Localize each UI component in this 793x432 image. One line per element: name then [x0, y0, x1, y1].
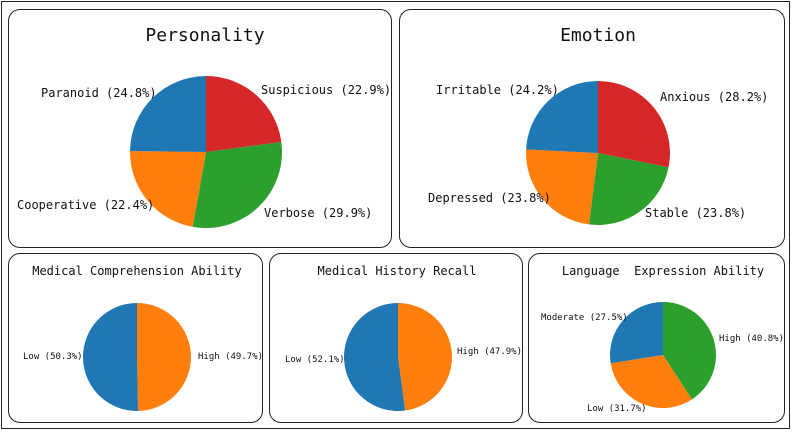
comprehension-slice-label-1: Low (50.3%)	[23, 352, 83, 362]
personality-slice-suspicious	[206, 76, 282, 152]
comprehension-slice-high	[137, 303, 191, 411]
personality-labels: Suspicious (22.9%) Verbose (29.9%) Coope…	[17, 83, 391, 220]
emotion-slice-irritable	[526, 81, 598, 153]
personality-pie-chart: Personality Suspicious (22.9%) Verbose (…	[17, 25, 391, 229]
personality-slice-cooperative	[130, 151, 206, 227]
emotion-pie-chart: Emotion Anxious (28.2%) Stable (23.8%) D…	[428, 25, 768, 225]
language-slice-high	[663, 302, 717, 400]
history-recall-slice-label-0: High (47.9%)	[457, 347, 522, 357]
language-slice-label-0: High (40.8%)	[719, 334, 784, 344]
emotion-slice-anxious	[598, 81, 671, 168]
language-pie-chart: Language Expression Ability High (40.8%)…	[541, 264, 784, 414]
comprehension-slices	[82, 303, 191, 411]
emotion-labels: Anxious (28.2%) Stable (23.8%) Depressed…	[428, 83, 768, 220]
language-panel: Language Expression Ability High (40.8%)…	[528, 253, 785, 423]
emotion-slice-depressed	[525, 149, 598, 225]
history-recall-slice-low	[343, 303, 406, 411]
comprehension-pie-chart: Medical Comprehension Ability High (49.7…	[23, 264, 263, 411]
language-slice-label-2: Moderate (27.5%)	[541, 313, 628, 323]
emotion-slice-label-3: Irritable (24.2%)	[436, 83, 559, 97]
language-slice-moderate	[609, 302, 663, 364]
language-title: Language Expression Ability	[562, 264, 764, 278]
emotion-slice-label-2: Depressed (23.8%)	[428, 191, 551, 205]
comprehension-slice-label-0: High (49.7%)	[198, 352, 263, 362]
history-recall-title: Medical History Recall	[318, 264, 477, 278]
language-slice-label-1: Low (31.7%)	[587, 404, 647, 414]
comprehension-title: Medical Comprehension Ability	[32, 264, 242, 278]
personality-slice-label-3: Paranoid (24.8%)	[41, 86, 157, 100]
personality-slices	[130, 76, 283, 229]
language-labels: High (40.8%) Low (31.7%) Moderate (27.5%…	[541, 313, 784, 414]
history-recall-slice-label-1: Low (52.1%)	[285, 355, 345, 365]
emotion-slice-label-0: Anxious (28.2%)	[660, 90, 768, 104]
history-recall-slices	[343, 303, 452, 411]
personality-slice-label-2: Cooperative (22.4%)	[17, 198, 154, 212]
personality-title: Personality	[145, 25, 264, 46]
language-slices	[609, 302, 717, 409]
comprehension-panel: Medical Comprehension Ability High (49.7…	[8, 253, 263, 423]
emotion-slice-stable	[588, 153, 669, 225]
emotion-title: Emotion	[560, 25, 636, 46]
personality-slice-label-0: Suspicious (22.9%)	[261, 83, 391, 97]
personality-slice-label-1: Verbose (29.9%)	[264, 206, 372, 220]
comprehension-slice-low	[82, 303, 139, 411]
personality-panel: Personality Suspicious (22.9%) Verbose (…	[8, 9, 392, 248]
personality-slice-paranoid	[130, 76, 206, 152]
emotion-slice-label-1: Stable (23.8%)	[645, 206, 746, 220]
history-recall-slice-high	[398, 303, 452, 411]
history-recall-pie-chart: Medical History Recall High (47.9%) Low …	[285, 264, 522, 411]
history-recall-panel: Medical History Recall High (47.9%) Low …	[269, 253, 523, 423]
history-recall-labels: High (47.9%) Low (52.1%)	[285, 347, 522, 365]
emotion-panel: Emotion Anxious (28.2%) Stable (23.8%) D…	[399, 9, 785, 248]
emotion-slices	[525, 81, 671, 225]
comprehension-labels: High (49.7%) Low (50.3%)	[23, 352, 263, 362]
language-slice-low	[610, 355, 692, 409]
personality-slice-verbose	[192, 142, 283, 229]
